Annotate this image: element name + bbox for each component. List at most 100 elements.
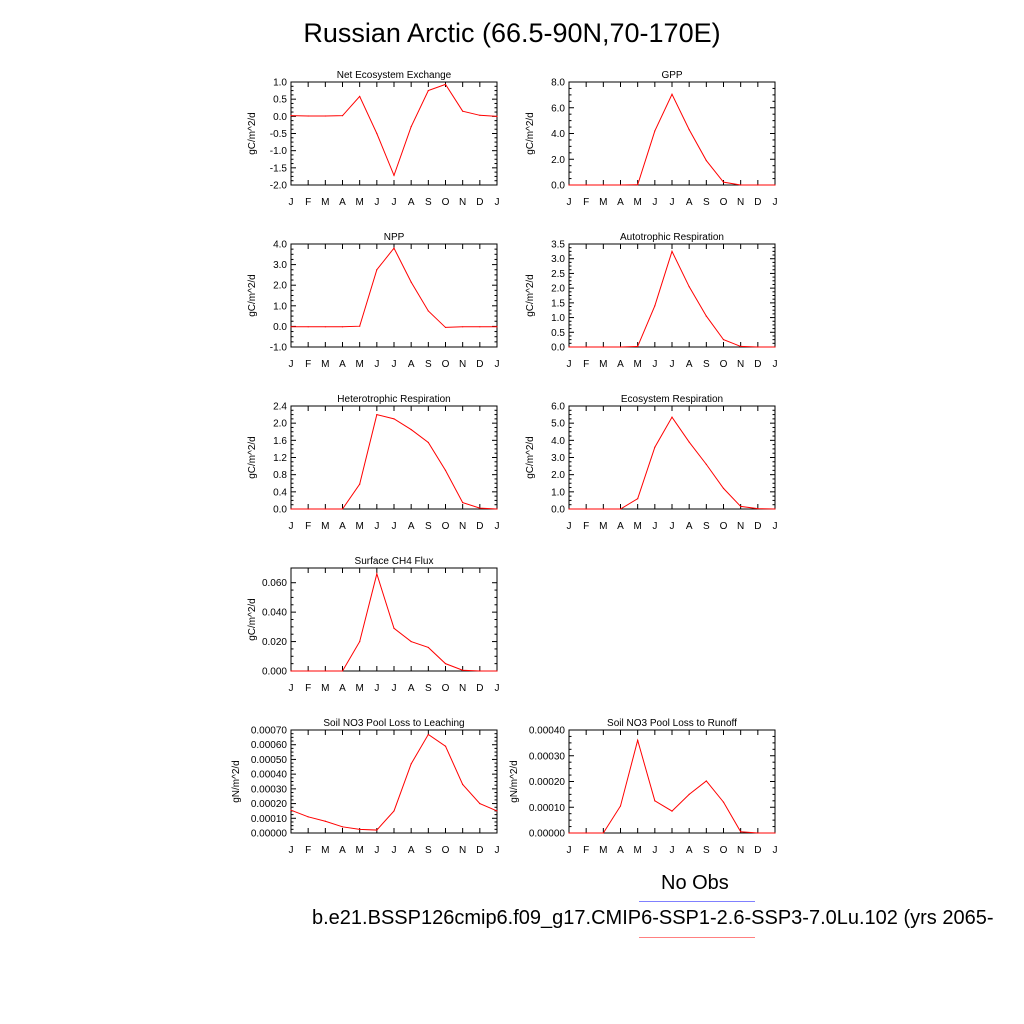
x-tick-label: S: [425, 845, 432, 856]
y-tick-label: 3.0: [551, 254, 565, 265]
y-tick-label: 0.0: [551, 181, 565, 192]
y-axis-label: gC/m^2/d: [525, 436, 536, 479]
plot-frame: [568, 243, 776, 348]
x-tick-label: M: [599, 521, 607, 532]
x-tick-label: M: [599, 359, 607, 370]
data-point: [359, 325, 361, 327]
y-tick-label: 0.00030: [251, 784, 288, 795]
plot-frame: [568, 729, 776, 834]
x-tick-label: A: [617, 359, 624, 370]
x-tick-label: J: [670, 845, 675, 856]
data-point: [585, 184, 587, 186]
data-point: [585, 508, 587, 510]
data-point: [444, 83, 447, 86]
x-tick-label: J: [289, 683, 294, 694]
plot-frame: [568, 81, 776, 186]
series-line: [569, 738, 775, 834]
data-point: [568, 184, 570, 186]
y-tick-label: 0.00000: [529, 829, 566, 840]
x-tick-label: D: [476, 683, 483, 694]
data-point: [393, 418, 395, 420]
panel-title: Surface CH4 Flux: [355, 556, 434, 567]
y-axis-label: gC/m^2/d: [247, 274, 258, 317]
data-point: [774, 508, 776, 510]
data-point: [496, 508, 498, 510]
y-tick-label: 6.0: [551, 402, 565, 413]
x-tick-label: M: [633, 521, 641, 532]
data-point: [602, 184, 604, 186]
data-point: [290, 670, 292, 672]
x-tick-label: N: [459, 683, 466, 694]
y-axis-label: gC/m^2/d: [247, 112, 258, 155]
x-tick-label: J: [495, 197, 500, 208]
data-point: [671, 416, 673, 418]
x-tick-label: O: [442, 683, 450, 694]
x-tick-label: O: [442, 845, 450, 856]
data-point: [307, 326, 309, 328]
x-tick-label: A: [408, 197, 415, 208]
data-point: [496, 115, 498, 117]
data-point: [324, 326, 326, 328]
panel-title: Autotrophic Respiration: [620, 232, 724, 243]
data-point: [410, 126, 412, 128]
y-tick-label: 0.00040: [529, 726, 566, 737]
x-tick-label: M: [321, 197, 329, 208]
y-tick-label: 0.4: [273, 487, 287, 498]
y-tick-label: 3.0: [273, 260, 287, 271]
y-tick-label: -1.5: [270, 163, 288, 174]
data-point: [619, 184, 622, 186]
y-tick-label: 4.0: [273, 240, 287, 251]
panel-title: Soil NO3 Pool Loss to Runoff: [607, 718, 737, 729]
data-point: [410, 763, 412, 765]
y-tick-label: 0.00000: [251, 829, 288, 840]
x-tick-label: S: [425, 521, 432, 532]
data-point: [688, 793, 690, 795]
y-tick-label: 0.0: [551, 505, 565, 516]
x-tick-label: S: [425, 683, 432, 694]
x-tick-label: D: [754, 521, 761, 532]
data-point: [376, 413, 378, 416]
y-tick-label: 2.4: [273, 402, 287, 413]
y-tick-label: 0.8: [273, 470, 287, 481]
y-tick-label: 0.040: [262, 608, 287, 619]
data-point: [427, 89, 429, 92]
x-tick-label: J: [773, 359, 778, 370]
data-point: [324, 508, 326, 510]
data-point: [568, 508, 570, 510]
data-point: [740, 505, 742, 508]
plot-frame: [290, 243, 498, 348]
legend-obs-line: [639, 901, 755, 902]
y-tick-label: 0.020: [262, 637, 287, 648]
data-point: [359, 640, 361, 643]
y-tick-label: 1.0: [551, 313, 565, 324]
data-point: [568, 832, 570, 834]
data-point: [671, 250, 673, 252]
x-tick-label: S: [703, 521, 710, 532]
data-point: [427, 646, 429, 649]
y-tick-label: 0.00020: [529, 777, 566, 788]
x-tick-label: J: [289, 197, 294, 208]
panel-title: Soil NO3 Pool Loss to Leaching: [323, 718, 464, 729]
x-tick-label: J: [567, 359, 572, 370]
x-tick-label: M: [321, 683, 329, 694]
y-tick-label: 0.0: [273, 322, 287, 333]
series-line: [290, 733, 498, 831]
x-tick-label: J: [773, 197, 778, 208]
data-point: [654, 130, 656, 132]
legend-model-line: [639, 937, 755, 938]
x-tick-label: F: [583, 197, 589, 208]
legend-obs-label: No Obs: [661, 872, 729, 894]
y-tick-label: 2.0: [551, 284, 565, 295]
y-tick-label: 3.5: [551, 240, 565, 251]
data-point: [427, 310, 429, 312]
x-tick-label: N: [459, 845, 466, 856]
x-tick-label: M: [599, 197, 607, 208]
data-point: [462, 501, 464, 504]
data-point: [444, 663, 447, 665]
x-tick-label: N: [737, 521, 744, 532]
y-tick-label: 5.0: [551, 419, 565, 430]
x-tick-label: J: [495, 521, 500, 532]
data-point: [341, 508, 344, 510]
data-point: [568, 346, 570, 348]
x-tick-label: A: [617, 845, 624, 856]
